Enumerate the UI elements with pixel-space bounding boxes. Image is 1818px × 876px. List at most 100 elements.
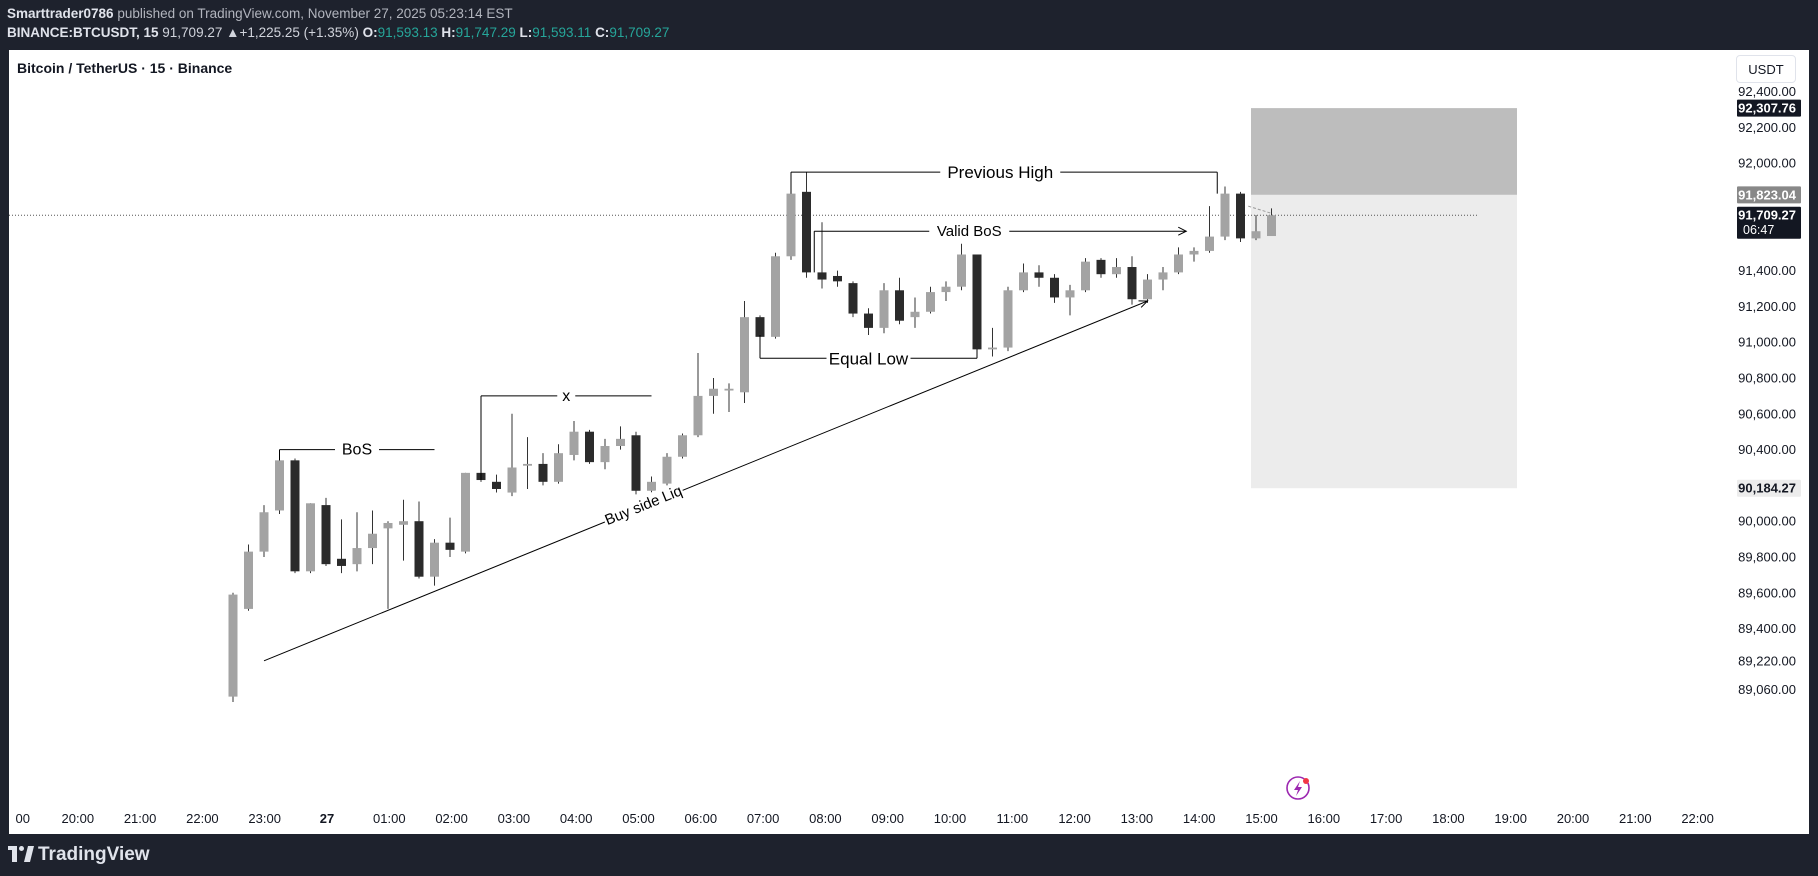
x-tick-label: 00 bbox=[16, 811, 30, 826]
candle-body bbox=[399, 521, 408, 525]
candle-body bbox=[911, 312, 920, 317]
x-tick-label: 04:00 bbox=[560, 811, 593, 826]
candle-body bbox=[260, 512, 269, 551]
candle bbox=[368, 510, 377, 564]
candle bbox=[895, 278, 904, 325]
y-tick-label: 91,400.00 bbox=[1738, 263, 1796, 278]
candle-body bbox=[849, 283, 858, 313]
y-tick-label: 90,400.00 bbox=[1738, 442, 1796, 457]
candle bbox=[725, 383, 734, 412]
publish-header: Smarttrader0786 published on TradingView… bbox=[0, 0, 1818, 50]
candle-body bbox=[1112, 267, 1121, 274]
candle bbox=[1236, 192, 1245, 242]
lightning-icon-dot bbox=[1303, 778, 1309, 784]
brand-name: TradingView bbox=[38, 844, 150, 865]
candle bbox=[539, 453, 548, 485]
y-tick-label: 89,060.00 bbox=[1738, 682, 1796, 697]
y-tick-label: 89,400.00 bbox=[1738, 621, 1796, 636]
tradingview-logo[interactable]: TradingView bbox=[8, 844, 150, 866]
buy-side-liq-label-group: Buy side Liq bbox=[601, 481, 686, 529]
open-value: 91,593.13 bbox=[378, 25, 438, 40]
candle-body bbox=[802, 192, 811, 273]
x-label: x bbox=[562, 388, 570, 405]
candle bbox=[353, 512, 362, 571]
candle bbox=[678, 433, 687, 458]
x-tick-label: 03:00 bbox=[498, 811, 531, 826]
y-tick-label: 89,600.00 bbox=[1738, 585, 1796, 600]
candle-body bbox=[895, 290, 904, 320]
buy-side-liq-label: Buy side Liq bbox=[603, 482, 685, 529]
x-tick-label: 11:00 bbox=[997, 811, 1029, 826]
candle bbox=[988, 328, 997, 357]
candle-body bbox=[1097, 260, 1106, 274]
x-tick-label: 20:00 bbox=[1557, 811, 1590, 826]
x-tick-label: 01:00 bbox=[373, 811, 406, 826]
candle-body bbox=[1066, 290, 1075, 297]
candle bbox=[1128, 256, 1137, 304]
author-name[interactable]: Smarttrader0786 bbox=[7, 6, 114, 21]
y-tick-label: 90,600.00 bbox=[1738, 406, 1796, 421]
candle-body bbox=[306, 503, 315, 571]
candle-body bbox=[539, 464, 548, 482]
candle-body bbox=[291, 460, 300, 571]
candle-body bbox=[647, 482, 656, 491]
price-tag: 91,823.04 bbox=[1737, 186, 1801, 203]
chart-title: Bitcoin / TetherUS · 15 · Binance bbox=[17, 60, 232, 76]
candle-body bbox=[1081, 262, 1090, 291]
candle bbox=[802, 172, 811, 278]
candle bbox=[1205, 206, 1214, 253]
candle bbox=[291, 459, 300, 574]
close-value: 91,709.27 bbox=[609, 25, 669, 40]
candle bbox=[384, 521, 393, 609]
candle-body bbox=[1267, 215, 1276, 236]
price-tag-label: 92,307.76 bbox=[1738, 101, 1796, 116]
candle-body bbox=[833, 276, 842, 281]
candle bbox=[570, 421, 579, 460]
chart-canvas[interactable]: BoS x Previous High Valid BoS Equal Low Buy s… bbox=[9, 50, 1809, 834]
x-tick-label: 08:00 bbox=[809, 811, 842, 826]
candle bbox=[508, 414, 517, 496]
candle-body bbox=[1019, 272, 1028, 290]
x-tick-label: 12:00 bbox=[1058, 811, 1091, 826]
price-tag-countdown: 06:47 bbox=[1743, 223, 1774, 237]
candle bbox=[415, 502, 424, 579]
candle bbox=[492, 475, 501, 493]
candle-body bbox=[585, 432, 594, 462]
x-tick-label: 22:00 bbox=[1681, 811, 1714, 826]
low-value: 91,593.11 bbox=[532, 25, 591, 40]
y-tick-label: 89,220.00 bbox=[1738, 653, 1796, 668]
equal-low-label: Equal Low bbox=[829, 349, 909, 368]
price-tag: 90,184.27 bbox=[1737, 480, 1801, 497]
chart-panel[interactable]: BoS x Previous High Valid BoS Equal Low Buy s… bbox=[9, 50, 1809, 834]
footer-bar: TradingView bbox=[0, 834, 1818, 876]
candle bbox=[1035, 265, 1044, 286]
tradingview-mark-icon bbox=[8, 846, 34, 862]
x-tick-label: 14:00 bbox=[1183, 811, 1216, 826]
candle-body bbox=[740, 317, 749, 392]
x-tick-label: 10:00 bbox=[934, 811, 967, 826]
candle-body bbox=[663, 457, 672, 484]
y-tick-label: 92,200.00 bbox=[1738, 120, 1796, 135]
candle bbox=[1050, 274, 1059, 303]
y-tick-label: 92,000.00 bbox=[1738, 156, 1796, 171]
x-tick-label: 17:00 bbox=[1370, 811, 1403, 826]
candle bbox=[709, 378, 718, 414]
x-tick-label: 22:00 bbox=[186, 811, 219, 826]
currency-button[interactable]: USDT bbox=[1736, 55, 1796, 83]
candle bbox=[1081, 258, 1090, 292]
candle-body bbox=[337, 559, 346, 566]
x-tick-label: 09:00 bbox=[871, 811, 904, 826]
candle-body bbox=[973, 254, 982, 349]
y-tick-label: 89,800.00 bbox=[1738, 550, 1796, 565]
candle-body bbox=[368, 534, 377, 548]
candle-body bbox=[1004, 290, 1013, 347]
candle-body bbox=[275, 460, 284, 510]
x-tick-label: 02:00 bbox=[435, 811, 468, 826]
candle-body bbox=[1174, 254, 1183, 272]
candle bbox=[818, 222, 827, 288]
price-tag: 92,307.76 bbox=[1737, 100, 1801, 117]
candle-body bbox=[229, 595, 238, 697]
candle-body bbox=[461, 473, 470, 552]
candle bbox=[322, 498, 331, 566]
